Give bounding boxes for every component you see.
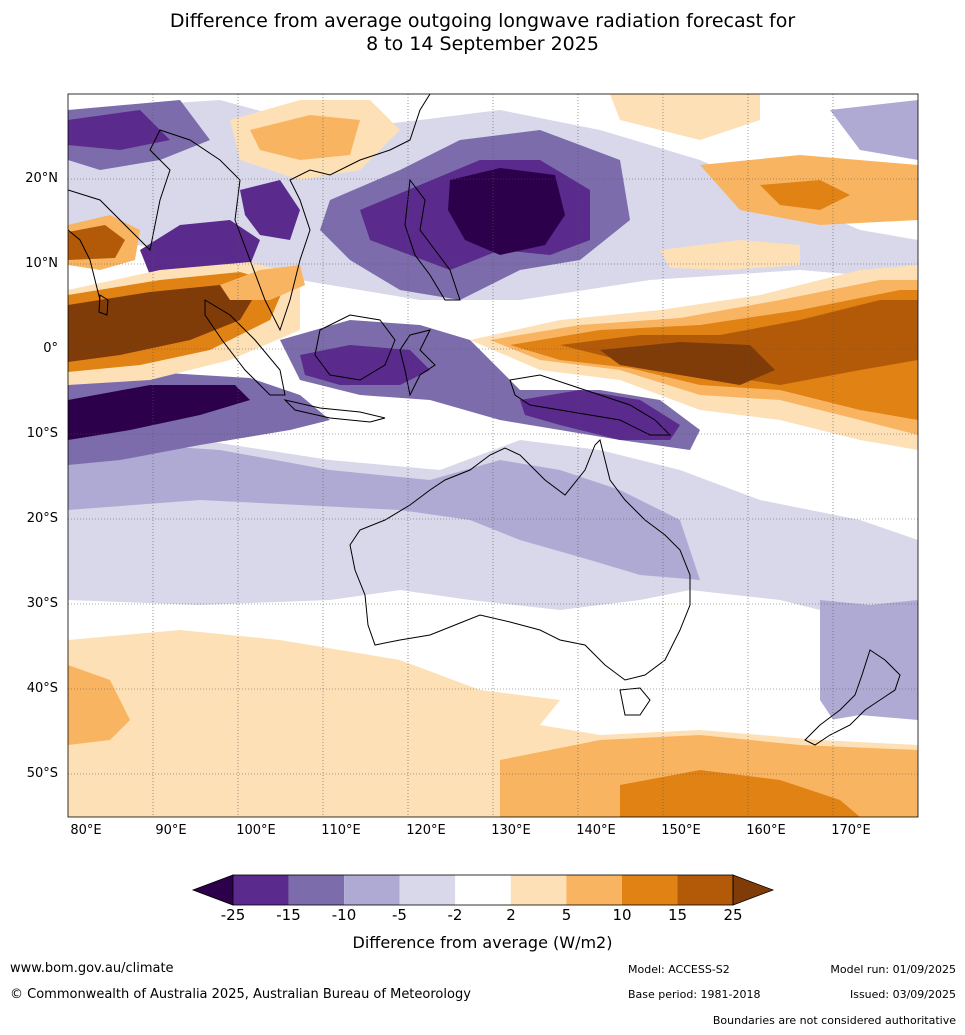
longitude-label: 160°E <box>746 823 786 838</box>
positive-north-pacific-east-core <box>760 180 850 210</box>
issued-text: Issued: 03/09/2025 <box>849 988 956 1001</box>
longitude-label: 170°E <box>831 823 871 838</box>
strong-negative-andaman <box>140 220 260 275</box>
australia-coastline <box>349 439 691 681</box>
colorbar-segment <box>510 875 567 905</box>
map-title: Difference from average outgoing longwav… <box>0 10 965 56</box>
longitude-label: 90°E <box>155 823 187 838</box>
tasmania-coastline <box>619 687 651 716</box>
latitude-label: 0° <box>43 341 58 356</box>
borneo-coastline <box>314 314 396 381</box>
model-text: Model: ACCESS-S2 <box>628 963 730 976</box>
model-run-text: Model run: 01/09/2025 <box>830 963 956 976</box>
positive-south-china-mid <box>250 115 360 160</box>
latitude-label: 40°S <box>26 681 58 696</box>
title-line-2: 8 to 14 September 2025 <box>366 33 599 55</box>
longitude-label: 140°E <box>576 823 616 838</box>
colorbar-high-extend <box>732 874 775 906</box>
colorbar-segment <box>233 875 289 905</box>
philippines-coastline <box>404 178 461 301</box>
positive-thailand <box>220 265 305 300</box>
very-strong-negative-india <box>68 110 170 150</box>
longitude-label: 110°E <box>321 823 361 838</box>
longitude-label: 100°E <box>236 823 276 838</box>
disclaimer-text: Boundaries are not considered authoritat… <box>712 1014 956 1027</box>
bom-url-link[interactable]: www.bom.gov.au/climate <box>10 961 174 976</box>
longitude-label: 130°E <box>491 823 531 838</box>
neutral-southern-ocean <box>540 700 918 745</box>
base-period-text: Base period: 1981-2018 <box>628 988 761 1001</box>
colorbar-tick-label: -10 <box>331 906 357 924</box>
longitude-label: 80°E <box>70 823 102 838</box>
asia-coastline <box>68 94 431 332</box>
longitude-label: 120°E <box>406 823 446 838</box>
new-zealand-coastline <box>804 649 901 746</box>
very-strong-negative-newguinea <box>520 390 680 440</box>
colorbar-segment <box>344 875 400 905</box>
positive-belt-pacific-extreme <box>600 342 775 385</box>
latitude-label: 10°S <box>26 426 58 441</box>
graticule <box>68 94 918 817</box>
colorbar-segment <box>677 875 733 905</box>
new-guinea-coastline <box>509 374 672 436</box>
colorbar-segment <box>455 875 511 905</box>
colorbar-segment <box>399 875 456 905</box>
very-strong-negative-indian-ocean <box>68 385 250 440</box>
sri-lanka-coastline <box>98 294 109 316</box>
colorbar-segment <box>288 875 345 905</box>
latitude-label: 20°N <box>25 171 58 186</box>
positive-southern-ocean-west-mid <box>68 665 130 745</box>
sulawesi-coastline <box>399 329 436 397</box>
longitude-label: 150°E <box>661 823 701 838</box>
moderate-negative-australia <box>68 440 700 580</box>
colorbar-tick-label: 2 <box>506 906 516 924</box>
colorbar-low-extend <box>191 874 234 906</box>
colorbar-tick-label: -2 <box>447 906 463 924</box>
india-coastline <box>68 229 101 301</box>
colorbar-tick-label: 25 <box>723 906 743 924</box>
latitude-label: 20°S <box>26 511 58 526</box>
latitude-label: 10°N <box>25 256 58 271</box>
latitude-label: 50°S <box>26 766 58 781</box>
colorbar-tick-label: -25 <box>220 906 246 924</box>
strong-negative-indochina <box>240 180 300 240</box>
positive-north-pacific <box>610 94 760 140</box>
java-coastline <box>283 399 386 423</box>
colorbar-tick-label: 10 <box>612 906 632 924</box>
latitude-label: 30°S <box>26 596 58 611</box>
colorbar-segment <box>566 875 622 905</box>
colorbar-tick-label: -5 <box>392 906 407 924</box>
positive-india-west-core <box>68 225 125 260</box>
map-frame <box>67 93 919 818</box>
title-line-1: Difference from average outgoing longwav… <box>169 10 796 32</box>
colorbar-frame <box>232 874 734 906</box>
extreme-negative-philippine-sea <box>448 168 565 255</box>
colorbar-label: Difference from average (W/m2) <box>352 933 613 952</box>
colorbar-tick-label: 5 <box>561 906 572 924</box>
positive-belt-indian-ocean-core <box>68 285 255 362</box>
sumatra-coastline <box>204 299 286 396</box>
colorbar-segment <box>621 875 678 905</box>
colorbar <box>191 874 775 906</box>
colorbar-tick-label: -15 <box>276 906 301 924</box>
colorbar-tick-label: 15 <box>667 906 688 924</box>
weak-negative-east-pacific <box>830 100 918 160</box>
copyright-text: © Commonwealth of Australia 2025, Austra… <box>10 987 471 1002</box>
weak-negative-newzealand <box>820 600 918 730</box>
positive-southern-ocean-core <box>620 770 860 817</box>
positive-central-pacific <box>660 240 800 270</box>
